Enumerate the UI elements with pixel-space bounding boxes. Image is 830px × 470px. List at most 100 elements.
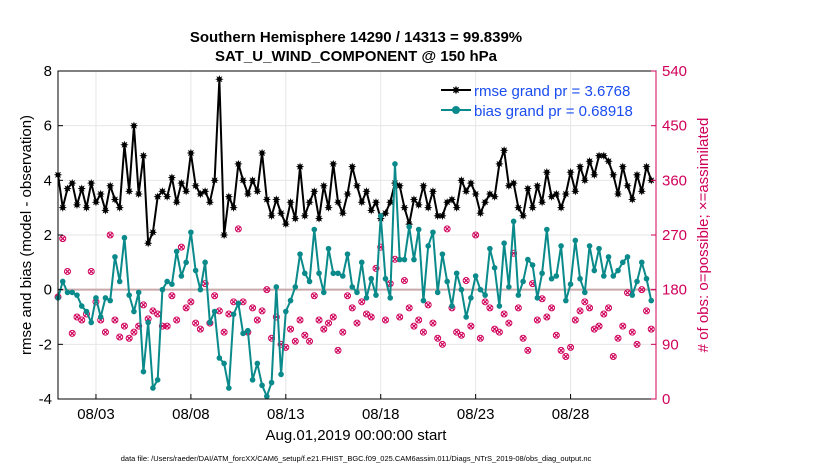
bias-point bbox=[254, 360, 261, 367]
obs-assimilated-point bbox=[131, 329, 137, 335]
obs-possible-point bbox=[614, 334, 622, 342]
rmse-point bbox=[63, 184, 72, 193]
obs-assimilated-point bbox=[425, 302, 431, 308]
obs-assimilated-point bbox=[140, 302, 147, 308]
obs-assimilated-point bbox=[169, 293, 175, 299]
obs-possible-point bbox=[586, 304, 594, 312]
obs-assimilated-point bbox=[605, 305, 612, 311]
rmse-point bbox=[224, 192, 234, 201]
y2-tick-label: 540 bbox=[662, 63, 687, 80]
obs-assimilated-point bbox=[392, 256, 398, 262]
obs-assimilated-stroke bbox=[79, 317, 85, 323]
y-tick-label: 2 bbox=[44, 227, 52, 244]
y-tick-label: -4 bbox=[39, 391, 52, 408]
obs-possible-point bbox=[116, 333, 124, 341]
rmse-point bbox=[267, 211, 276, 221]
obs-assimilated-point bbox=[221, 329, 227, 335]
obs-assimilated-point bbox=[60, 236, 66, 242]
bias-point bbox=[264, 393, 270, 400]
bias-point bbox=[159, 286, 166, 293]
bias-point bbox=[273, 284, 280, 290]
rmse-point bbox=[637, 187, 646, 196]
obs-possible-point bbox=[344, 292, 352, 300]
rmse-point bbox=[628, 195, 637, 204]
rmse-point bbox=[542, 167, 552, 177]
obs-assimilated-stroke bbox=[501, 311, 507, 317]
bias-point bbox=[577, 275, 583, 282]
obs-possible-point bbox=[381, 316, 389, 324]
obs-assimilated-point bbox=[515, 305, 521, 311]
rmse-point bbox=[186, 148, 196, 158]
bias-point bbox=[150, 385, 156, 391]
obs-possible-point bbox=[581, 298, 589, 306]
bias-point bbox=[600, 273, 607, 279]
bias-point bbox=[501, 240, 507, 246]
obs-assimilated-stroke bbox=[406, 305, 412, 311]
obs-assimilated-point bbox=[639, 287, 645, 293]
bias-point bbox=[349, 284, 356, 290]
rmse-point bbox=[518, 211, 528, 221]
obs-assimilated-point bbox=[164, 323, 170, 329]
rmse-point bbox=[139, 151, 148, 160]
obs-possible-point bbox=[643, 307, 651, 315]
obs-assimilated-stroke bbox=[610, 353, 616, 360]
bias-point bbox=[93, 295, 99, 301]
bias-point bbox=[377, 213, 384, 219]
obs-assimilated-stroke bbox=[439, 341, 446, 347]
obs-assimilated-stroke bbox=[558, 347, 564, 354]
obs-assimilated-stroke bbox=[183, 305, 189, 311]
rmse-point bbox=[386, 198, 395, 207]
bias-point bbox=[358, 259, 365, 266]
obs-possible-point bbox=[571, 316, 579, 324]
bias-point bbox=[112, 254, 118, 260]
obs-possible-point bbox=[182, 304, 190, 312]
bias-point bbox=[529, 262, 536, 268]
obs-assimilated-stroke bbox=[169, 293, 175, 299]
rmse-point bbox=[476, 208, 485, 218]
bias-point bbox=[634, 278, 640, 285]
bias-point bbox=[539, 270, 545, 277]
rmse-point bbox=[371, 198, 381, 207]
obs-assimilated-stroke bbox=[254, 317, 260, 323]
obs-assimilated-point bbox=[458, 332, 465, 338]
obs-assimilated-stroke bbox=[230, 299, 237, 305]
rmse-point bbox=[262, 195, 272, 204]
obs-possible-point bbox=[168, 292, 176, 300]
obs-possible-point bbox=[272, 313, 280, 321]
obs-possible-point bbox=[434, 334, 442, 342]
obs-assimilated-stroke bbox=[259, 308, 265, 314]
bias-point bbox=[458, 286, 465, 293]
rmse-point bbox=[585, 157, 594, 166]
x-axis-label: Aug.01,2019 00:00:00 start bbox=[266, 427, 448, 444]
obs-assimilated-point bbox=[482, 299, 488, 305]
obs-possible-point bbox=[491, 325, 499, 333]
obs-assimilated-stroke bbox=[520, 335, 526, 341]
obs-assimilated-stroke bbox=[553, 332, 559, 338]
rmse-point bbox=[158, 187, 167, 196]
bias-point bbox=[449, 303, 455, 309]
rmse-point bbox=[338, 208, 347, 218]
bias-point bbox=[131, 308, 137, 315]
rmse-point bbox=[495, 159, 504, 169]
bias-point bbox=[572, 237, 579, 244]
obs-possible-point bbox=[476, 334, 484, 342]
y-tick-label: 0 bbox=[44, 282, 52, 299]
obs-assimilated-point bbox=[155, 311, 161, 317]
obs-assimilated-stroke bbox=[349, 305, 355, 311]
obs-possible-point bbox=[619, 322, 627, 330]
obs-possible-point bbox=[429, 319, 437, 327]
obs-possible-point bbox=[339, 328, 347, 336]
obs-assimilated-stroke bbox=[226, 311, 232, 317]
bias-point bbox=[297, 251, 303, 257]
legend-rmse-marker bbox=[451, 85, 461, 95]
legend-bias-label: bias grand pr = 0.68918 bbox=[474, 103, 633, 120]
rmse-series bbox=[53, 75, 656, 248]
obs-assimilated-point bbox=[643, 308, 650, 314]
obs-assimilated-point bbox=[74, 314, 80, 320]
obs-assimilated-point bbox=[121, 323, 128, 329]
bias-point bbox=[64, 289, 71, 296]
obs-assimilated-point bbox=[416, 317, 422, 323]
bias-series bbox=[55, 161, 655, 400]
rmse-point bbox=[580, 176, 590, 185]
rmse-point bbox=[229, 203, 238, 212]
